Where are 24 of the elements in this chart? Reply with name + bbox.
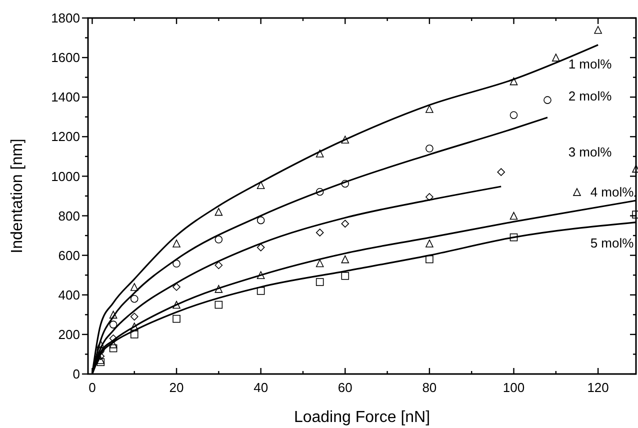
y-tick-label: 1800 — [51, 10, 80, 26]
y-tick-label: 800 — [58, 208, 80, 224]
y-tick-label: 400 — [58, 287, 80, 302]
x-tick-label: 0 — [88, 380, 96, 395]
x-axis-title: Loading Force [nN] — [294, 409, 430, 426]
y-tick-label: 1400 — [51, 90, 80, 105]
x-tick-label: 40 — [254, 380, 268, 395]
y-tick-label: 1200 — [51, 129, 80, 144]
y-tick-label: 600 — [58, 248, 80, 263]
x-tick-label: 20 — [169, 380, 184, 395]
y-tick-label: 200 — [58, 326, 80, 342]
y-axis-title: Indentation [nm] — [9, 138, 26, 254]
x-tick-label: 60 — [338, 380, 352, 395]
annotation: 4 mol% — [590, 184, 634, 200]
x-tick-label: 100 — [502, 380, 525, 395]
x-tick-label: 80 — [422, 380, 437, 395]
annotation: 2 mol% — [568, 88, 612, 104]
y-tick-label: 1000 — [51, 168, 80, 184]
y-tick-label: 0 — [72, 366, 80, 382]
y-tick-label: 1600 — [51, 50, 80, 66]
annotation: 1 mol% — [568, 56, 612, 72]
annotation: 3 mol% — [568, 144, 612, 160]
annotation: 5 mol% — [590, 236, 634, 251]
x-tick-label: 120 — [587, 380, 609, 395]
